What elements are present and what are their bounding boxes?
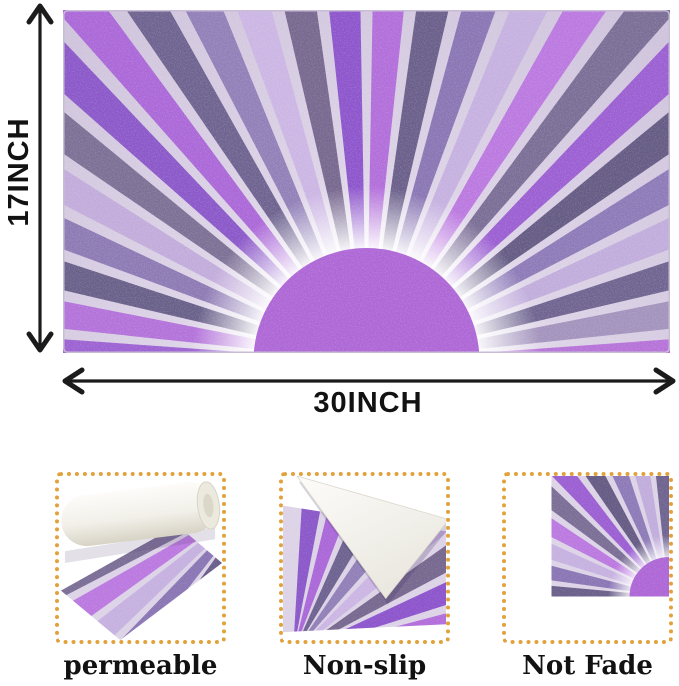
width-arrow [62, 367, 676, 395]
feature-card-permeable [55, 472, 226, 644]
rolled-rug-thumbnail [59, 476, 222, 640]
rug-image [63, 10, 670, 353]
feature-card-not-fade [502, 472, 673, 644]
width-dimension-label: 30INCH [313, 387, 423, 419]
feature-label-not-fade: Not Fade [522, 651, 653, 681]
folded-corner-thumbnail [283, 476, 446, 640]
height-arrow [26, 3, 54, 353]
feature-card-non-slip [279, 472, 450, 644]
flat-corner-thumbnail [506, 476, 669, 640]
height-dimension-label: 17INCH [3, 117, 35, 227]
feature-label-non-slip: Non-slip [302, 651, 427, 681]
feature-label-permeable: permeable [63, 651, 218, 681]
